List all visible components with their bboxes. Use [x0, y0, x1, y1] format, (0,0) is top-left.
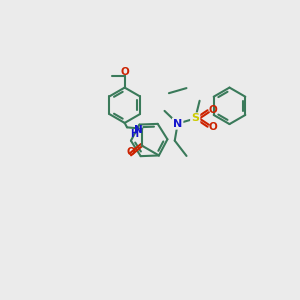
- Text: N: N: [173, 118, 182, 129]
- Text: O: O: [127, 147, 135, 157]
- Text: O: O: [208, 122, 217, 132]
- Text: O: O: [120, 67, 129, 77]
- Text: O: O: [208, 105, 217, 115]
- Text: H: H: [130, 129, 138, 139]
- Text: S: S: [191, 113, 199, 124]
- Text: N: N: [134, 125, 143, 135]
